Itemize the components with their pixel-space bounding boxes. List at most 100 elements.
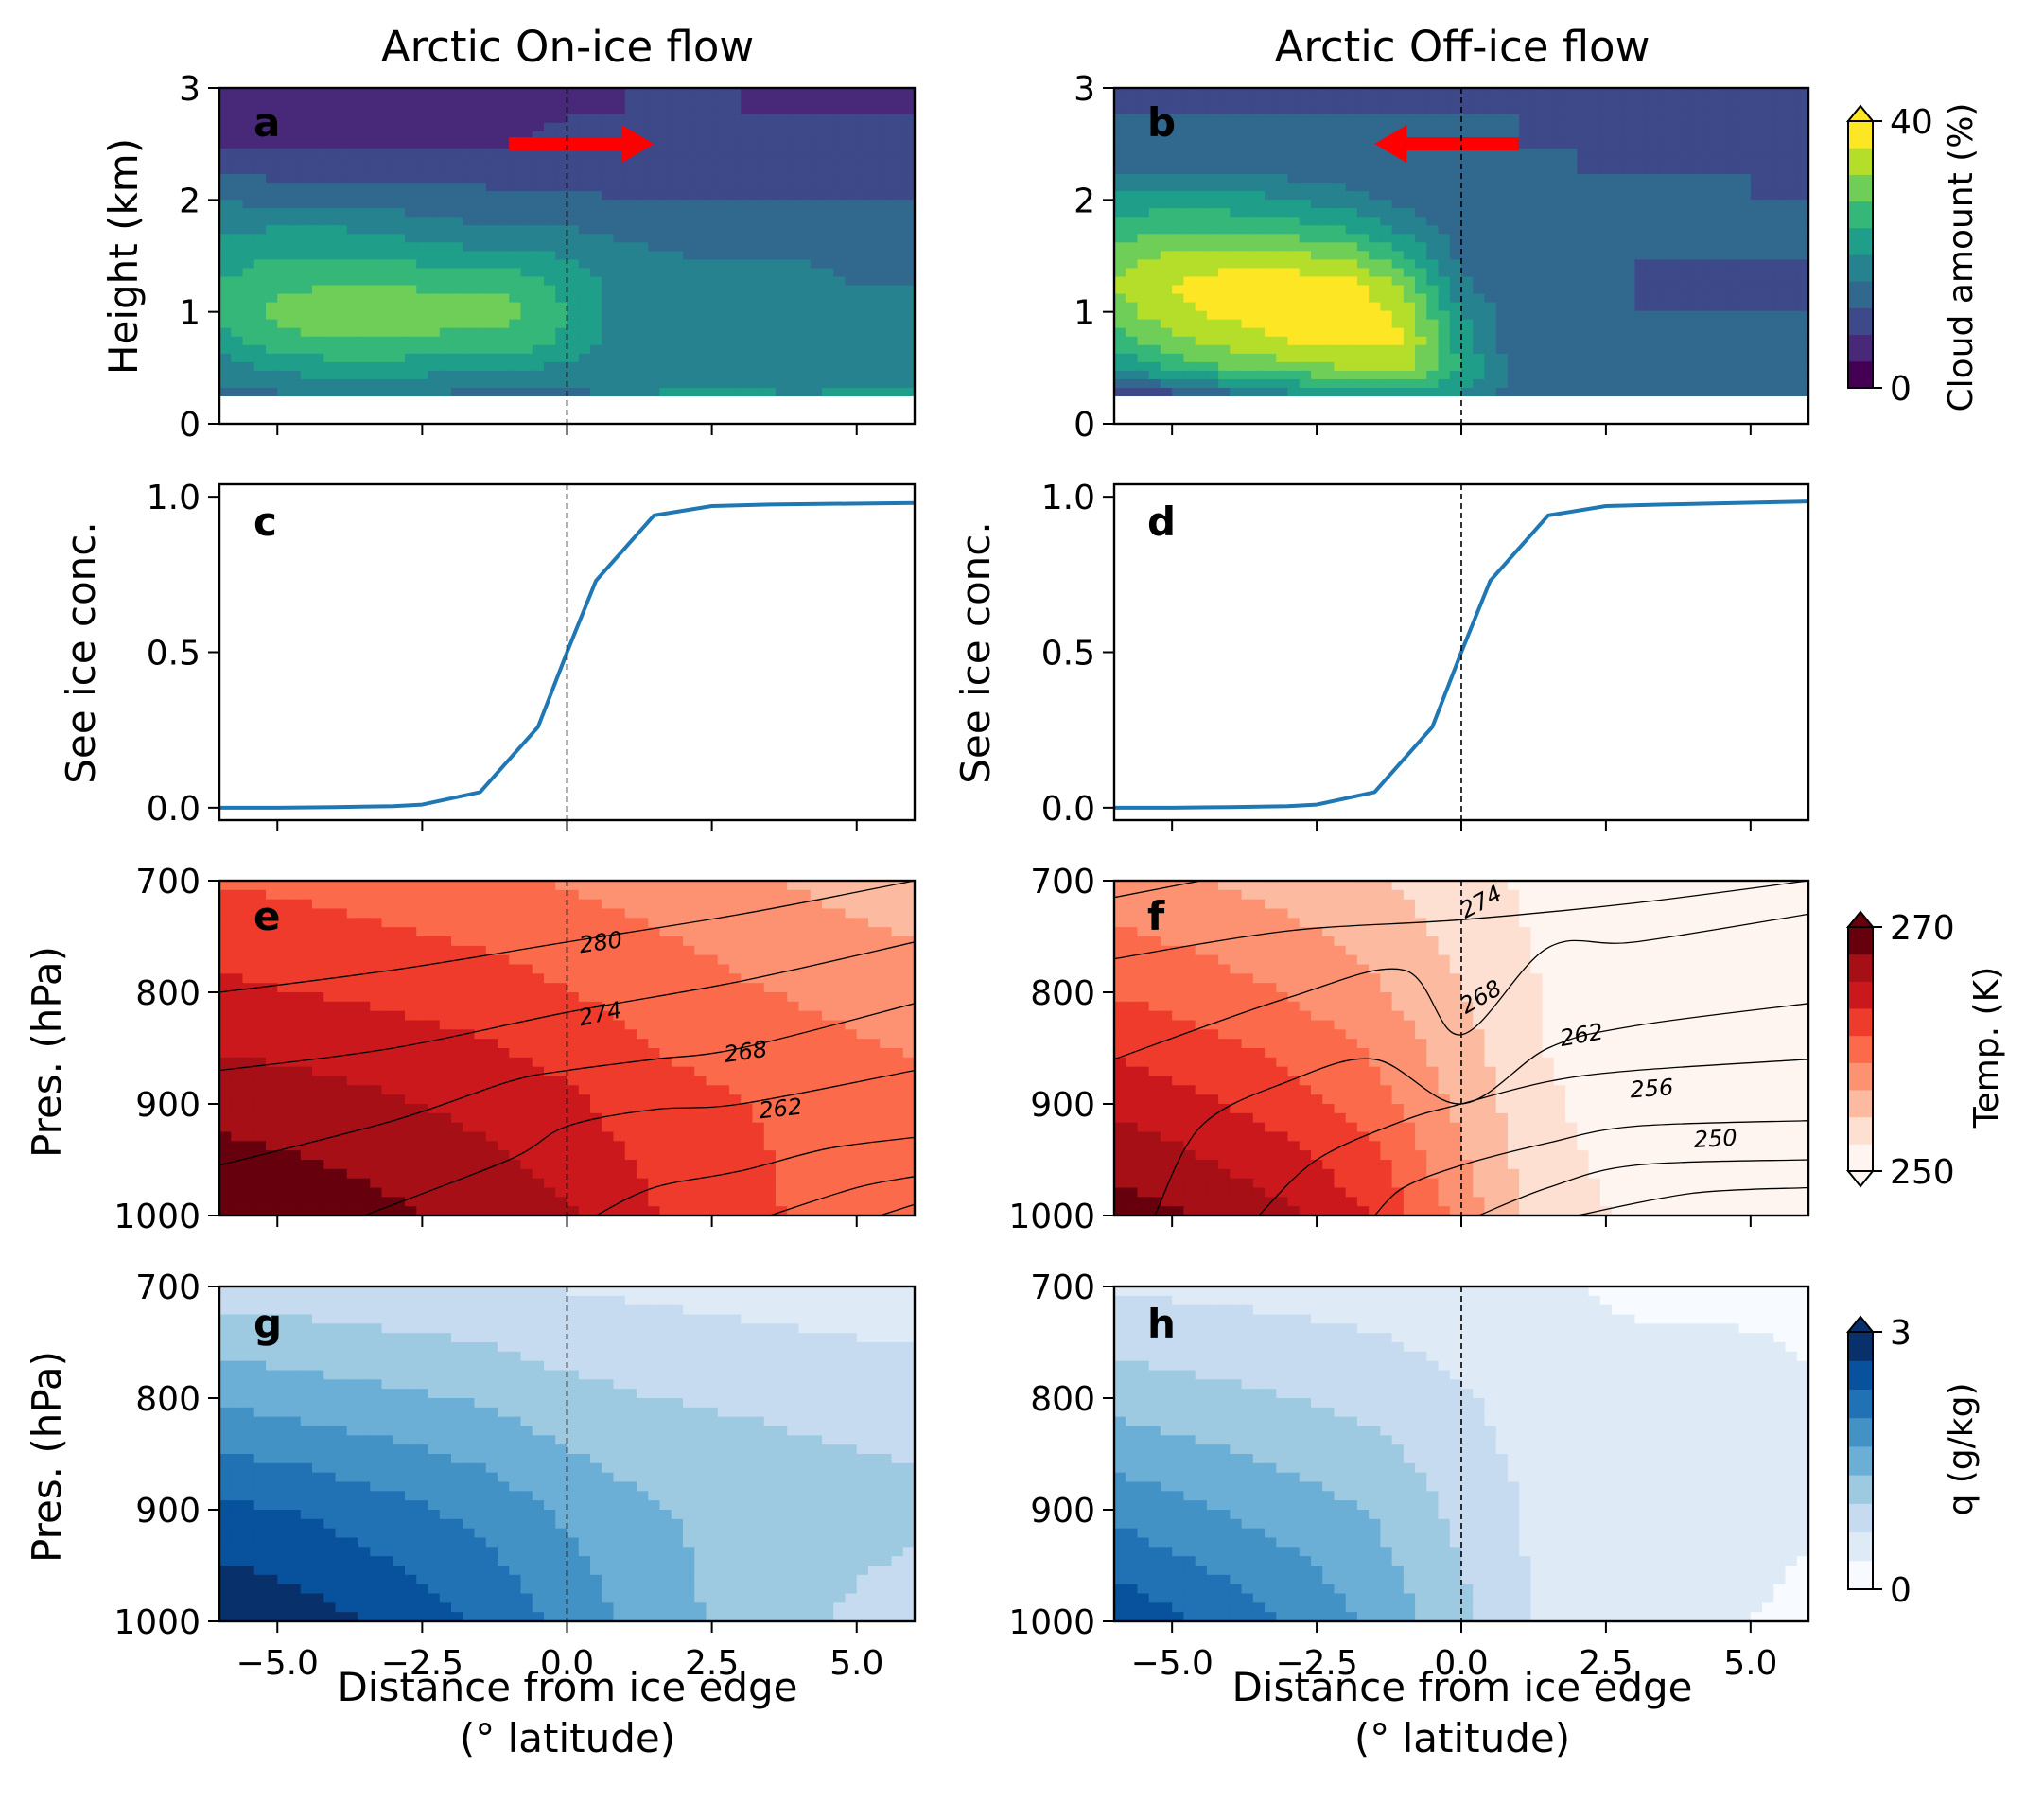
field-cell xyxy=(637,353,649,362)
field-cell xyxy=(300,319,313,328)
field-cell xyxy=(659,881,672,891)
field-cell xyxy=(1461,310,1474,320)
field-cell xyxy=(1750,319,1763,328)
field-cell xyxy=(602,275,615,286)
field-cell xyxy=(856,899,869,910)
field-cell xyxy=(323,336,337,345)
field-cell xyxy=(358,336,371,345)
field-cell xyxy=(1345,88,1358,97)
field-cell xyxy=(416,258,429,269)
field-cell xyxy=(1530,387,1544,397)
field-cell xyxy=(1230,156,1243,166)
field-cell xyxy=(729,387,742,397)
field-cell xyxy=(335,207,348,218)
field-cell xyxy=(1114,156,1126,166)
field-cell xyxy=(544,336,556,345)
field-cell xyxy=(1299,173,1312,184)
field-cell xyxy=(1206,344,1219,354)
field-cell xyxy=(1345,353,1358,362)
field-cell xyxy=(1206,301,1219,311)
field-cell xyxy=(1495,250,1509,260)
field-cell xyxy=(1276,344,1289,354)
field-cell xyxy=(1322,327,1336,337)
field-cell xyxy=(1484,241,1497,252)
field-cell xyxy=(323,927,337,937)
field-cell xyxy=(1634,131,1648,140)
field-cell xyxy=(810,927,823,937)
field-cell xyxy=(1114,182,1126,192)
field-cell xyxy=(1542,344,1555,354)
field-cell xyxy=(1612,190,1624,201)
field-cell xyxy=(323,182,337,192)
field-cell xyxy=(1692,292,1705,303)
field-cell xyxy=(1369,344,1381,354)
field-cell xyxy=(1230,353,1243,362)
field-cell xyxy=(1310,378,1323,388)
field-cell xyxy=(1380,387,1393,397)
field-cell xyxy=(253,344,267,354)
field-cell xyxy=(416,105,429,114)
field-cell xyxy=(1137,319,1150,328)
field-cell xyxy=(485,327,498,337)
field-cell xyxy=(474,327,487,337)
field-cell xyxy=(1369,105,1381,114)
field-cell xyxy=(810,964,823,974)
field-cell xyxy=(416,267,429,277)
field-cell xyxy=(1276,361,1289,371)
field-cell xyxy=(902,156,916,166)
field-cell xyxy=(578,148,591,157)
field-cell xyxy=(1762,361,1774,371)
field-cell xyxy=(1287,241,1301,252)
field-cell xyxy=(277,292,290,303)
field-cell xyxy=(1276,224,1289,235)
field-cell xyxy=(253,936,267,947)
field-cell xyxy=(1565,267,1578,277)
field-cell xyxy=(1380,370,1393,379)
field-cell xyxy=(902,954,916,966)
field-cell xyxy=(393,973,406,984)
field-cell xyxy=(1148,267,1161,277)
field-cell xyxy=(891,114,904,123)
field-cell xyxy=(1785,258,1798,269)
field-cell xyxy=(1727,173,1740,184)
field-cell xyxy=(1623,199,1636,209)
field-cell xyxy=(1727,88,1740,97)
field-cell xyxy=(1380,284,1393,294)
field-cell xyxy=(555,250,568,260)
field-cell xyxy=(648,156,661,166)
field-cell xyxy=(439,284,452,294)
field-cell xyxy=(694,173,707,184)
field-cell xyxy=(1750,165,1763,174)
field-cell xyxy=(405,370,417,379)
field-cell xyxy=(381,267,394,277)
field-cell xyxy=(393,241,406,252)
field-cell xyxy=(1415,319,1427,328)
field-cell xyxy=(1438,370,1451,379)
field-cell xyxy=(416,387,429,397)
field-cell xyxy=(833,258,847,269)
field-cell xyxy=(1716,88,1728,97)
field-cell xyxy=(370,165,383,174)
field-cell xyxy=(1588,387,1601,397)
field-cell xyxy=(787,250,800,260)
field-cell xyxy=(763,927,777,937)
field-cell xyxy=(1577,241,1590,252)
field-cell xyxy=(810,301,823,311)
field-cell xyxy=(405,908,417,919)
field-cell xyxy=(590,301,602,311)
field-cell xyxy=(648,292,661,303)
field-cell xyxy=(798,241,812,252)
field-cell xyxy=(1473,344,1486,354)
field-cell xyxy=(659,114,672,123)
field-cell xyxy=(474,336,487,345)
field-cell xyxy=(648,370,661,379)
field-cell xyxy=(1195,173,1208,184)
field-cell xyxy=(845,336,858,345)
field-cell xyxy=(1137,370,1150,379)
field-cell xyxy=(602,292,615,303)
field-cell xyxy=(1542,292,1555,303)
field-cell xyxy=(1703,292,1717,303)
field-cell xyxy=(416,973,429,984)
field-cell xyxy=(498,353,510,362)
field-cell xyxy=(590,207,602,218)
